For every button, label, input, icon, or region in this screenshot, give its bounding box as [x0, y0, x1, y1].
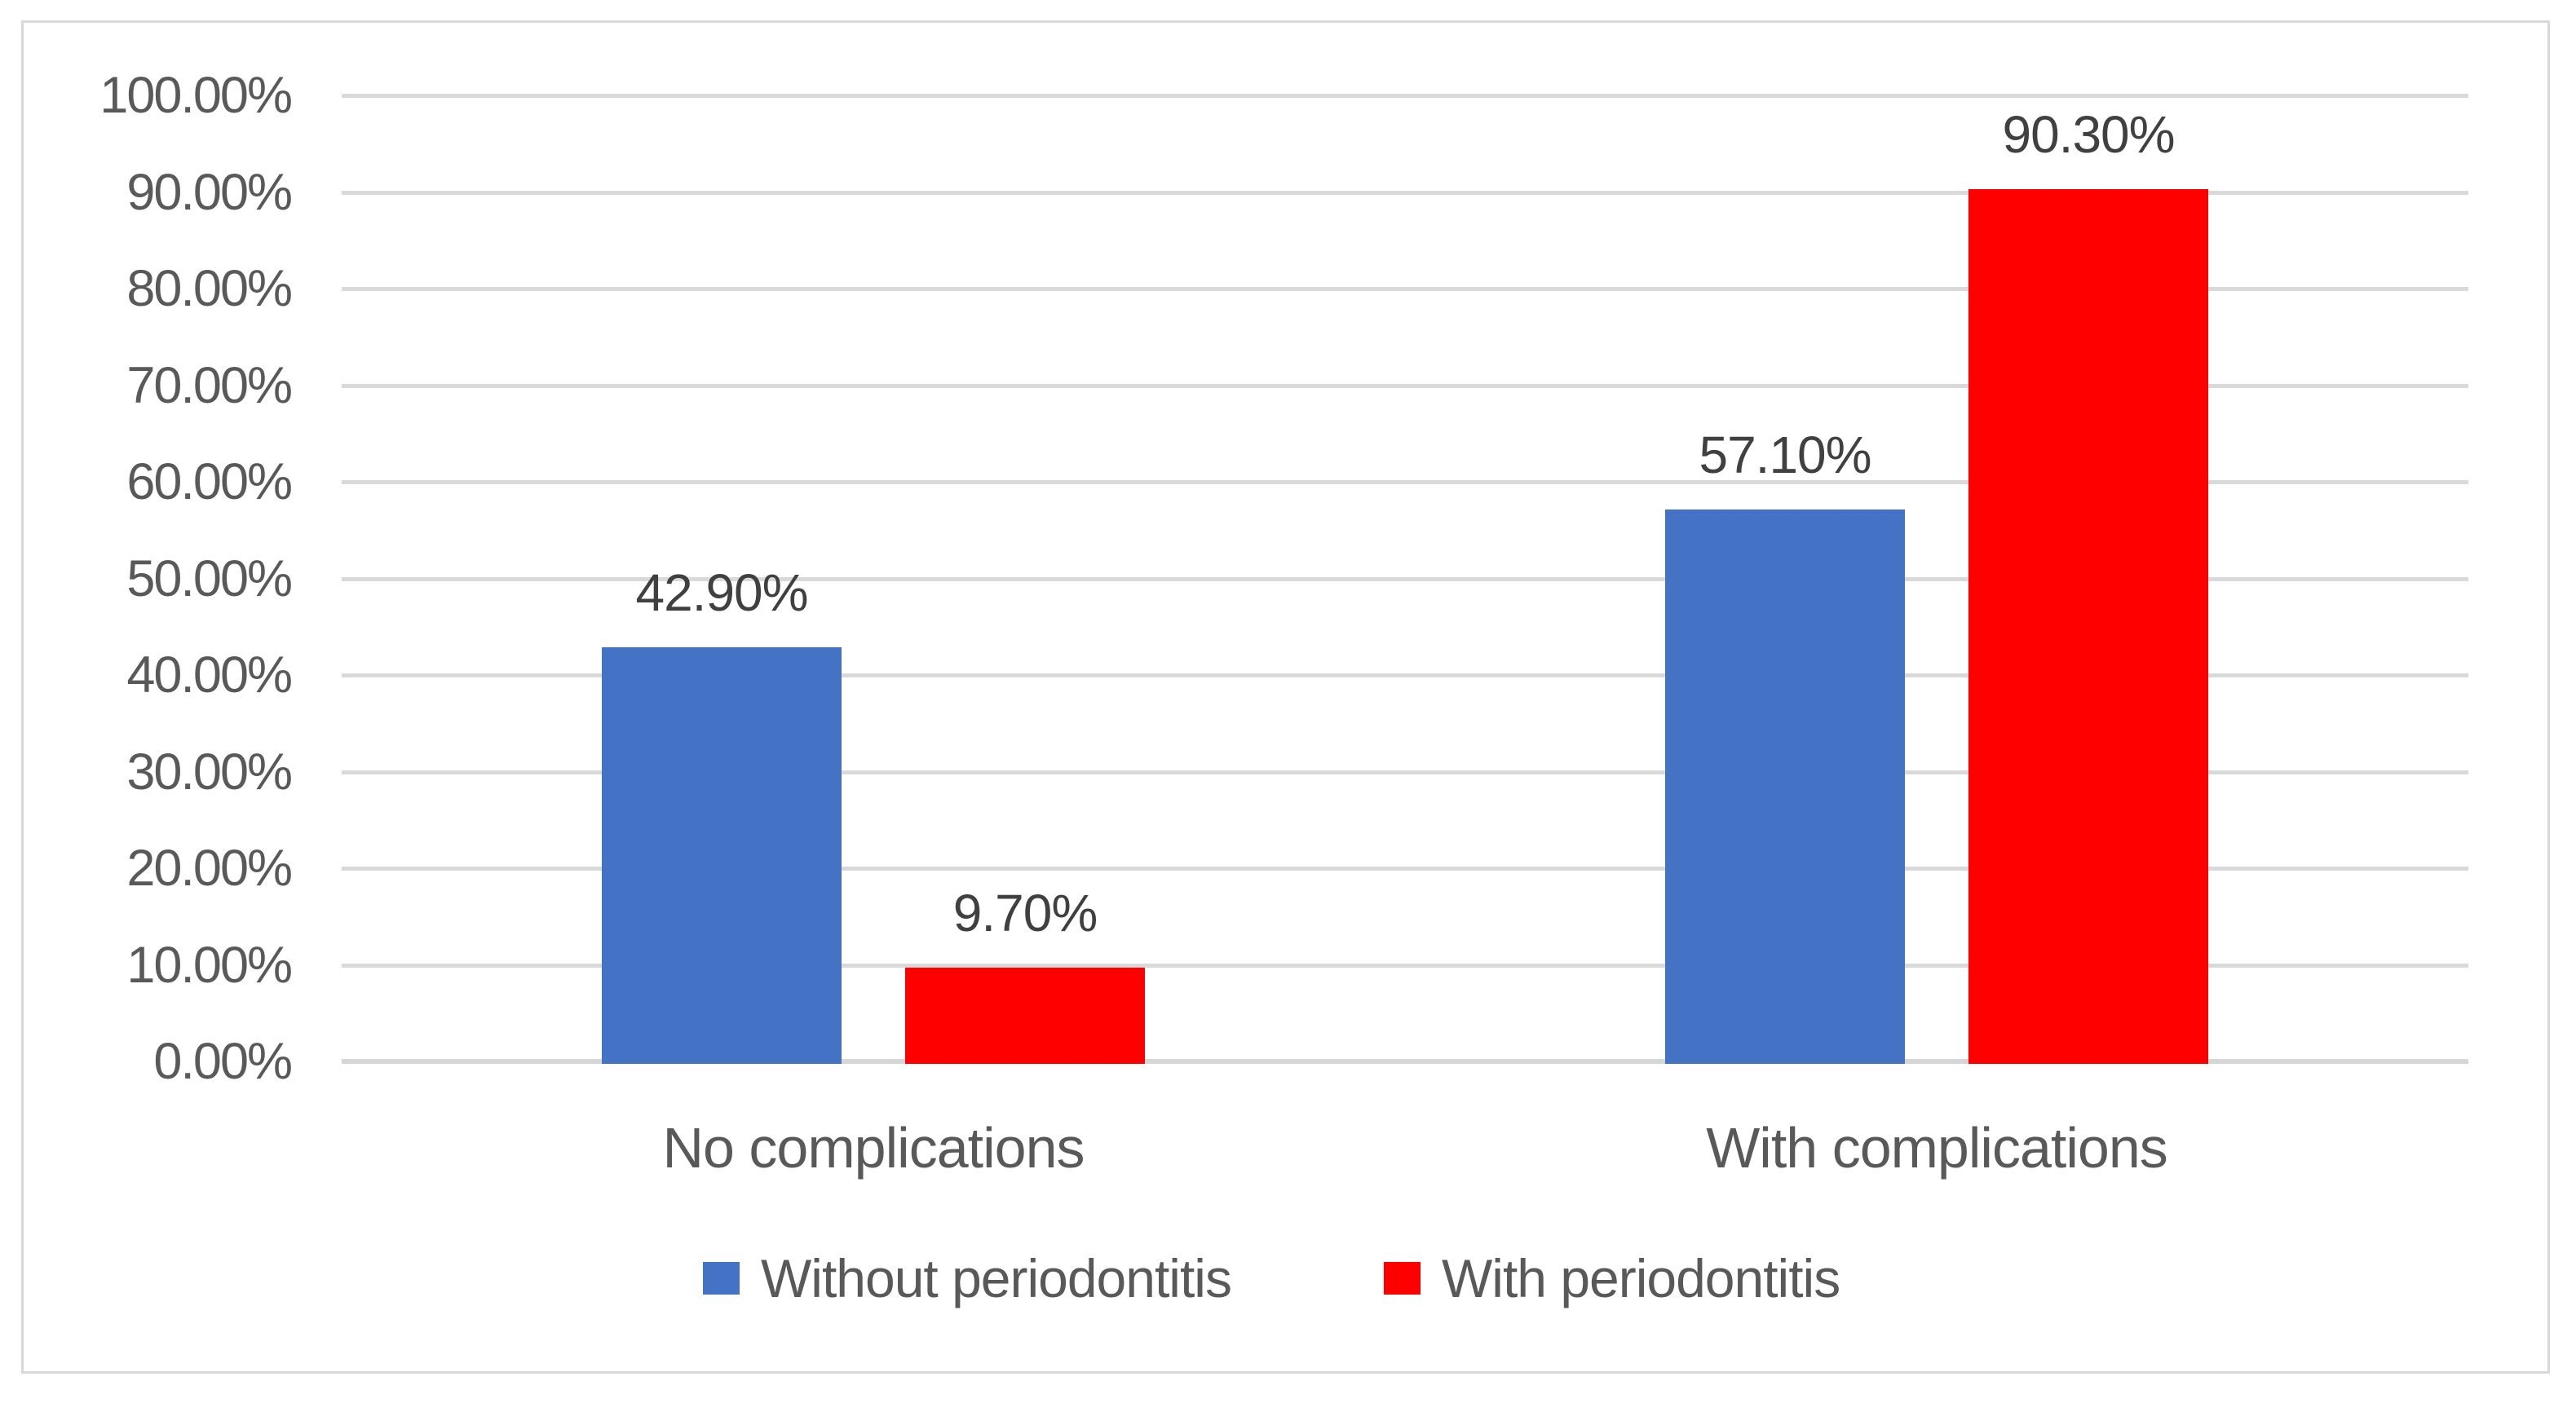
bar-without-periodontitis	[1665, 510, 1905, 1064]
gridline	[342, 94, 2468, 98]
gridline	[342, 964, 2468, 968]
y-tick-label: 90.00%	[126, 164, 293, 221]
legend-item: With periodontitis	[1384, 1246, 1840, 1311]
y-tick-label: 40.00%	[126, 646, 293, 704]
x-axis-line	[342, 1059, 2468, 1064]
bar-with-periodontitis	[1968, 189, 2208, 1064]
y-tick-label: 100.00%	[99, 67, 293, 124]
bar-without-periodontitis	[602, 647, 842, 1064]
data-label: 90.30%	[2002, 105, 2175, 164]
gridline	[342, 770, 2468, 774]
data-label: 42.90%	[635, 563, 808, 622]
gridline	[342, 480, 2468, 484]
gridline	[342, 673, 2468, 677]
category-label: No complications	[662, 1116, 1085, 1180]
legend-label: With periodontitis	[1442, 1248, 1840, 1308]
category-label: With complications	[1706, 1116, 2168, 1180]
y-tick-label: 70.00%	[126, 357, 293, 414]
bar-with-periodontitis	[905, 968, 1145, 1064]
legend-item: Without periodontitis	[703, 1246, 1232, 1311]
y-tick-label: 0.00%	[153, 1033, 293, 1090]
legend-swatch-icon	[703, 1262, 740, 1295]
gridline	[342, 577, 2468, 581]
data-label: 9.70%	[952, 884, 1098, 942]
gridline	[342, 191, 2468, 195]
gridline	[342, 287, 2468, 291]
y-tick-label: 80.00%	[126, 260, 293, 317]
y-tick-label: 20.00%	[126, 840, 293, 897]
data-label: 57.10%	[1699, 426, 1871, 484]
y-tick-label: 60.00%	[126, 453, 293, 510]
gridline	[342, 867, 2468, 871]
y-tick-label: 50.00%	[126, 550, 293, 607]
legend-label: Without periodontitis	[761, 1248, 1232, 1308]
y-tick-label: 30.00%	[126, 743, 293, 801]
y-tick-label: 10.00%	[126, 937, 293, 994]
gridline	[342, 384, 2468, 388]
legend-swatch-icon	[1384, 1262, 1421, 1295]
